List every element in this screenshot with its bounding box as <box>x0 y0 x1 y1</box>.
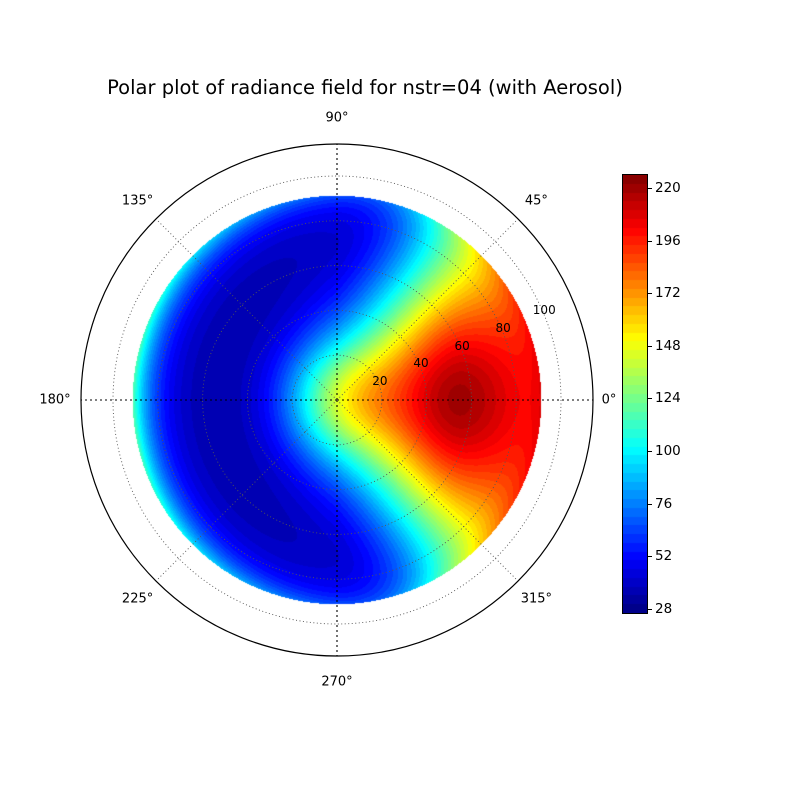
colorbar-tick-label-76: 76 <box>655 495 673 512</box>
radial-tick-label-100: 100 <box>532 302 556 317</box>
colorbar-tick-mark-52 <box>647 556 652 558</box>
theta-tick-label-135: 135° <box>121 193 154 209</box>
colorbar-tick-mark-100 <box>647 450 652 452</box>
colorbar-tick-label-52: 52 <box>655 548 673 565</box>
colorbar-tick-mark-28 <box>647 608 652 610</box>
r-gridline-20 <box>291 354 383 446</box>
colorbar-tick-label-124: 124 <box>655 390 681 407</box>
colorbar-tick-label-100: 100 <box>655 442 681 459</box>
colorbar-tick-label-196: 196 <box>655 232 681 249</box>
radial-tick-label-20: 20 <box>372 374 388 389</box>
radial-tick-label-60: 60 <box>454 338 470 353</box>
colorbar-tick-mark-148 <box>647 345 652 347</box>
colorbar-tick-mark-124 <box>647 398 652 400</box>
theta-tick-label-90: 90° <box>325 110 349 126</box>
theta-tick-label-270: 270° <box>321 674 353 690</box>
radial-tick-label-40: 40 <box>413 356 429 371</box>
theta-gridline-225 <box>155 399 338 582</box>
theta-gridline-315 <box>336 399 519 582</box>
polar-axis-outline <box>80 143 594 657</box>
colorbar-tick-label-172: 172 <box>655 285 681 302</box>
r-gridline-80 <box>157 220 517 580</box>
colorbar-tick-mark-76 <box>647 503 652 505</box>
colorbar-tick-label-220: 220 <box>655 180 681 197</box>
theta-gridline-135 <box>155 218 338 401</box>
colorbar-tick-mark-196 <box>647 240 652 242</box>
colorbar-tick-label-148: 148 <box>655 337 681 354</box>
colorbar-tick-label-28: 28 <box>655 600 673 617</box>
r-gridline-40 <box>246 309 428 491</box>
r-gridline-100 <box>112 175 562 625</box>
colorbar-tick-mark-220 <box>647 188 652 190</box>
theta-tick-label-0: 0° <box>601 392 617 408</box>
r-gridline-60 <box>202 265 472 535</box>
theta-gridline-45 <box>336 218 519 401</box>
theta-tick-label-315: 315° <box>520 591 553 607</box>
theta-tick-label-45: 45° <box>524 193 548 209</box>
colorbar-gradient <box>622 174 648 614</box>
theta-tick-label-180: 180° <box>39 392 71 408</box>
theta-tick-label-225: 225° <box>121 591 154 607</box>
colorbar-tick-mark-172 <box>647 293 652 295</box>
chart-title: Polar plot of radiance field for nstr=04… <box>107 76 623 99</box>
radial-tick-label-80: 80 <box>495 320 511 335</box>
